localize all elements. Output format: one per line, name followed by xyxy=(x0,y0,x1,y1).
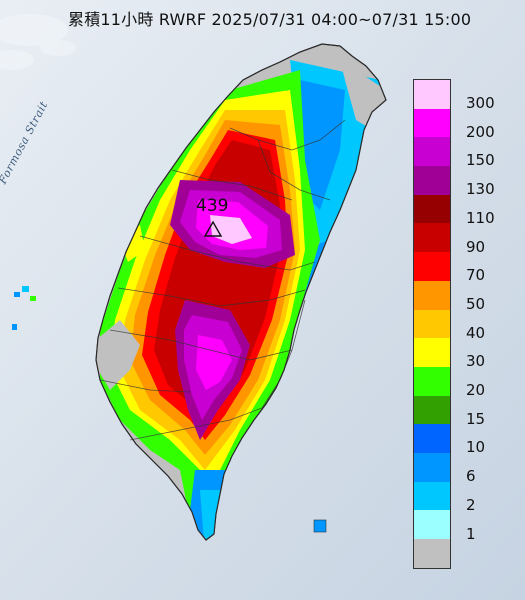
legend-swatch xyxy=(414,252,450,281)
legend-swatch xyxy=(414,481,450,511)
county-boundaries xyxy=(99,119,346,441)
green-island xyxy=(313,519,327,533)
coastline xyxy=(95,43,387,541)
legend-label: 50 xyxy=(466,294,486,313)
legend-swatch xyxy=(414,309,450,339)
legend-label: 90 xyxy=(466,237,486,256)
legend-label: 15 xyxy=(466,409,486,428)
legend-swatch xyxy=(414,137,450,167)
legend-swatch xyxy=(414,539,450,568)
legend-label: 6 xyxy=(466,467,476,486)
color-legend xyxy=(413,79,451,569)
max-value-label: 439 xyxy=(196,196,229,216)
legend-swatch xyxy=(414,366,450,396)
legend-swatch xyxy=(414,108,450,138)
legend-label: 40 xyxy=(466,323,486,342)
legend-swatch xyxy=(414,395,450,425)
legend-swatch xyxy=(414,424,450,453)
max-marker-triangle xyxy=(203,220,223,237)
legend-label: 20 xyxy=(466,381,486,399)
cloud-pattern xyxy=(0,14,76,70)
legend-swatch xyxy=(414,510,450,539)
legend-swatch xyxy=(414,452,450,482)
legend-label: 150 xyxy=(466,151,495,170)
legend-swatch xyxy=(414,80,450,109)
legend-label: 1 xyxy=(466,524,476,543)
legend-swatch xyxy=(414,194,450,224)
legend-swatch xyxy=(414,338,450,367)
legend-swatch xyxy=(414,166,450,195)
rainfall-field xyxy=(96,60,386,540)
legend-label: 30 xyxy=(466,352,486,371)
map-title: 累積11小時 RWRF 2025/07/31 04:00~07/31 15:00 xyxy=(68,10,472,29)
penghu-islands xyxy=(12,286,36,330)
legend-label: 300 xyxy=(466,94,495,112)
legend-swatch xyxy=(414,280,450,310)
legend-label: 130 xyxy=(466,180,495,199)
legend-label: 70 xyxy=(466,266,486,285)
legend-label: 10 xyxy=(466,438,486,457)
legend-label: 2 xyxy=(466,495,476,514)
legend-label: 110 xyxy=(466,208,495,227)
legend-swatch xyxy=(414,223,450,253)
legend-label: 200 xyxy=(466,122,495,141)
